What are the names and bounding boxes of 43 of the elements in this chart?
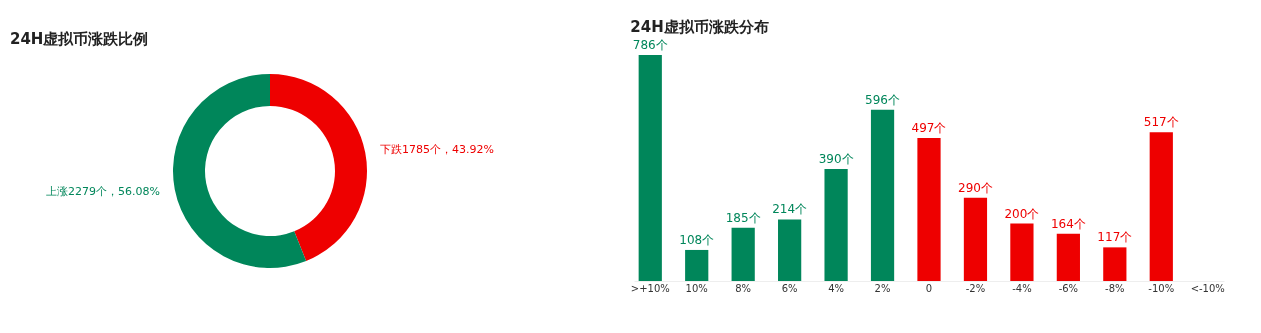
x-tick-label: -2% <box>965 282 986 294</box>
x-tick-label: 10% <box>685 282 708 294</box>
data-label: 290个 <box>958 180 993 195</box>
bar <box>1010 223 1034 281</box>
bar <box>638 55 662 281</box>
bar <box>731 227 755 281</box>
bar <box>824 168 848 281</box>
chart-title: 24H虚拟币涨跌比例 <box>10 30 149 48</box>
bar <box>917 138 941 281</box>
x-tick-label: -4% <box>1012 282 1032 294</box>
bar <box>1103 247 1127 281</box>
x-tick-label: -10% <box>1148 282 1175 294</box>
x-tick-label: 6% <box>781 282 798 294</box>
x-tick-label: -6% <box>1058 282 1079 294</box>
data-label: 786个 <box>632 38 668 53</box>
data-label: 390个 <box>818 151 854 166</box>
bar <box>1149 132 1173 281</box>
data-label: 185个 <box>725 210 761 225</box>
x-tick-label: 4% <box>828 282 845 294</box>
x-tick-label: <-10% <box>1190 282 1225 294</box>
slice-label: 下跌1785个，43.92% <box>379 142 494 156</box>
slice-label: 上涨2279个，56.08% <box>46 185 161 199</box>
bar <box>778 219 802 281</box>
bar <box>870 109 895 281</box>
data-label: 200个 <box>1004 206 1040 221</box>
data-label: 214个 <box>772 202 808 217</box>
x-tick-label: -8% <box>1105 282 1125 294</box>
x-tick-label: >+10% <box>630 282 670 294</box>
donut-slice <box>173 74 307 268</box>
data-label: 517个 <box>1143 115 1179 130</box>
bar <box>1056 233 1080 281</box>
donut-slice <box>270 74 367 262</box>
chart-title: 24H虚拟币涨跌分布 <box>630 18 769 37</box>
bar <box>685 249 709 281</box>
x-tick-label: 8% <box>735 282 752 294</box>
data-label: 108个 <box>679 232 715 247</box>
bar <box>963 197 988 281</box>
x-tick-label: 0 <box>925 282 933 294</box>
data-label: 164个 <box>1050 216 1086 231</box>
data-label: 497个 <box>911 121 947 136</box>
data-label: 117个 <box>1097 230 1133 245</box>
x-tick-label: 2% <box>874 282 891 294</box>
data-label: 596个 <box>865 92 900 107</box>
